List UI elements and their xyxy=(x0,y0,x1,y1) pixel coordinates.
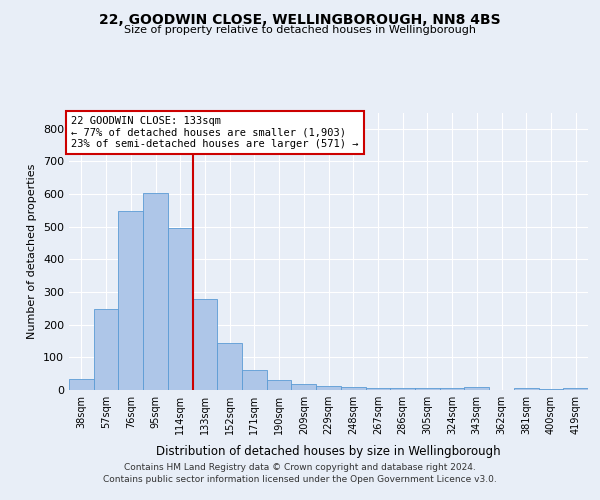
Bar xyxy=(118,212,143,390)
Y-axis label: Number of detached properties: Number of detached properties xyxy=(28,164,37,339)
Text: 22 GOODWIN CLOSE: 133sqm
← 77% of detached houses are smaller (1,903)
23% of sem: 22 GOODWIN CLOSE: 133sqm ← 77% of detach… xyxy=(71,116,359,149)
Bar xyxy=(168,228,193,390)
Text: 22, GOODWIN CLOSE, WELLINGBOROUGH, NN8 4BS: 22, GOODWIN CLOSE, WELLINGBOROUGH, NN8 4… xyxy=(99,12,501,26)
Text: Contains HM Land Registry data © Crown copyright and database right 2024.: Contains HM Land Registry data © Crown c… xyxy=(124,462,476,471)
Bar xyxy=(440,388,464,390)
Bar xyxy=(514,388,539,390)
Bar xyxy=(69,379,94,390)
Bar xyxy=(415,388,440,390)
Bar xyxy=(316,386,341,390)
Bar xyxy=(365,388,390,390)
Bar xyxy=(563,388,588,390)
Bar xyxy=(143,193,168,390)
X-axis label: Distribution of detached houses by size in Wellingborough: Distribution of detached houses by size … xyxy=(156,446,501,458)
Bar xyxy=(193,299,217,390)
Text: Size of property relative to detached houses in Wellingborough: Size of property relative to detached ho… xyxy=(124,25,476,35)
Bar xyxy=(94,310,118,390)
Bar xyxy=(242,370,267,390)
Text: Contains public sector information licensed under the Open Government Licence v3: Contains public sector information licen… xyxy=(103,475,497,484)
Bar xyxy=(267,380,292,390)
Bar xyxy=(292,384,316,390)
Bar xyxy=(341,386,365,390)
Bar xyxy=(390,388,415,390)
Bar xyxy=(464,388,489,390)
Bar xyxy=(217,344,242,390)
